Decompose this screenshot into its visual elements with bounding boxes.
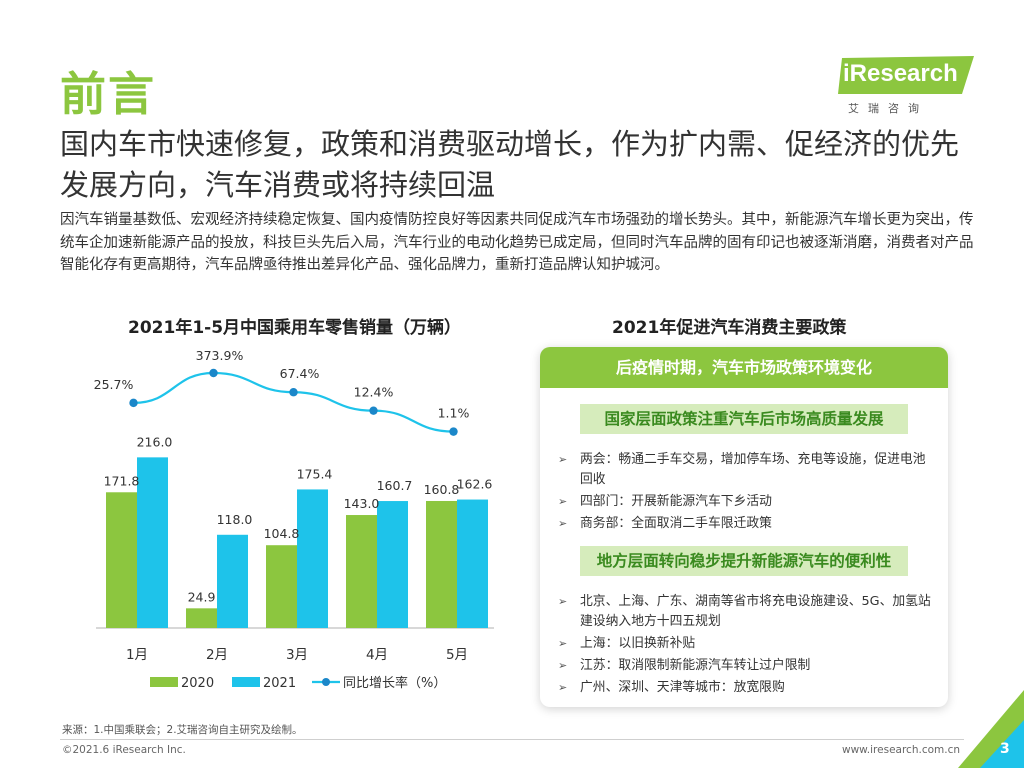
arrow-bullet-icon: ➢ (558, 681, 568, 694)
legend-swatch-2020 (150, 677, 178, 687)
bar-label-2020: 104.8 (264, 526, 300, 541)
national-policy-item-text: 四部门：开展新能源汽车下乡活动 (580, 494, 772, 509)
x-tick-label: 3月 (286, 647, 308, 663)
legend-label-2020: 2020 (181, 676, 214, 691)
bar-label-2021: 162.6 (457, 477, 493, 492)
logo-text: iResearch (843, 60, 958, 87)
legend-swatch-2021 (232, 677, 260, 687)
bar-label-2020: 143.0 (344, 496, 380, 511)
arrow-bullet-icon: ➢ (558, 517, 568, 530)
bar-label-2021: 175.4 (297, 466, 333, 481)
arrow-bullet-icon: ➢ (558, 659, 568, 672)
bar-2021 (377, 501, 408, 628)
bar-2020 (346, 515, 377, 628)
headline: 国内车市快速修复，政策和消费驱动增长，作为扩内需、促经济的优先发展方向，汽车消费… (60, 127, 960, 202)
bar-label-2021: 118.0 (217, 512, 253, 527)
local-policy-title: 地方层面转向稳步提升新能源汽车的便利性 (580, 546, 908, 576)
local-policy-item: ➢ 广州、深圳、天津等城市：放宽限购 (558, 678, 938, 698)
growth-line (133, 371, 454, 433)
corner-decoration (958, 690, 1024, 768)
bar-2021 (297, 489, 328, 628)
bar-label-2020: 24.9 (188, 589, 216, 604)
legend-label-growth: 同比增长率（%） (343, 675, 446, 691)
growth-point (449, 427, 458, 436)
growth-label: 67.4% (280, 366, 320, 381)
bar-2020 (106, 492, 137, 628)
policy-header: 后疫情时期，汽车市场政策环境变化 (540, 347, 948, 388)
local-policy-item: ➢ 江苏：取消限制新能源汽车转让过户限制 (558, 656, 938, 676)
source-note: 来源：1.中国乘联会；2.艾瑞咨询自主研究及绘制。 (62, 724, 303, 736)
arrow-bullet-icon: ➢ (558, 637, 568, 650)
footer-divider (60, 739, 964, 740)
legend-marker-growth (322, 678, 330, 686)
local-policy-item-text: 北京、上海、广东、湖南等省市将充电设施建设、5G、加氢站建设纳入地方十四五规划 (580, 594, 931, 629)
national-policy-item: ➢ 商务部：全面取消二手车限迁政策 (558, 514, 938, 534)
national-policy-title: 国家层面政策注重汽车后市场高质量发展 (580, 404, 908, 434)
bar-2021 (457, 499, 488, 628)
policy-card: 后疫情时期，汽车市场政策环境变化 国家层面政策注重汽车后市场高质量发展 ➢ 两会：… (540, 347, 948, 707)
x-tick-label: 1月 (126, 647, 148, 663)
website: www.iresearch.com.cn (842, 744, 961, 756)
growth-label: 25.7% (94, 377, 134, 392)
x-tick-label: 2月 (206, 647, 228, 663)
arrow-bullet-icon: ➢ (558, 453, 568, 466)
local-policy-item: ➢ 上海：以旧换新补贴 (558, 634, 938, 654)
bar-2021 (137, 457, 168, 628)
growth-point (369, 406, 378, 415)
bar-2020 (186, 608, 217, 628)
national-policy-item-text: 商务部：全面取消二手车限迁政策 (580, 516, 772, 531)
national-policy-item-text: 两会：畅通二手车交易，增加停车场、充电等设施，促进电池回收 (580, 452, 926, 487)
local-policy-item: ➢ 北京、上海、广东、湖南等省市将充电设施建设、5G、加氢站建设纳入地方十四五规划 (558, 592, 938, 632)
local-policy-item-text: 上海：以旧换新补贴 (580, 636, 696, 651)
national-policy-item: ➢ 两会：畅通二手车交易，增加停车场、充电等设施，促进电池回收 (558, 450, 938, 490)
legend-label-2021: 2021 (263, 676, 296, 691)
intro-paragraph: 因汽车销量基数低、宏观经济持续稳定恢复、国内疫情防控良好等因素共同促成汽车市场强… (60, 212, 974, 273)
local-policy-item-text: 广州、深圳、天津等城市：放宽限购 (580, 680, 785, 695)
arrow-bullet-icon: ➢ (558, 595, 568, 608)
bar-label-2020: 171.8 (104, 473, 140, 488)
iresearch-logo (838, 56, 974, 94)
policy-title: 2021年促进汽车消费主要政策 (612, 318, 847, 338)
bar-label-2021: 216.0 (137, 434, 173, 449)
growth-point (129, 398, 138, 408)
chart-title: 2021年1-5月中国乘用车零售销量（万辆） (128, 318, 462, 338)
logo-subtitle: 艾瑞咨询 (848, 102, 928, 115)
page-title: 前言 (60, 67, 156, 121)
page-number: 3 (1000, 741, 1010, 757)
x-tick-label: 5月 (446, 647, 468, 663)
copyright: ©2021.6 iResearch Inc. (62, 744, 186, 756)
local-policy-item-text: 江苏：取消限制新能源汽车转让过户限制 (580, 658, 811, 673)
x-tick-label: 4月 (366, 647, 388, 663)
growth-point (289, 388, 298, 397)
national-policy-item: ➢ 四部门：开展新能源汽车下乡活动 (558, 492, 938, 512)
growth-label: 12.4% (354, 385, 394, 400)
bar-2020 (426, 500, 457, 628)
bar-2021 (217, 534, 248, 628)
bar-2020 (266, 545, 297, 628)
bar-label-2020: 160.8 (424, 482, 460, 497)
growth-label: 373.9% (196, 348, 244, 363)
bar-label-2021: 160.7 (377, 478, 413, 493)
growth-label: 1.1% (438, 406, 470, 421)
sales-chart: 171.8 216.0 1月 24.9 118.0 2月 104.8 175.4 3月 143.0… (94, 348, 494, 691)
arrow-bullet-icon: ➢ (558, 495, 568, 508)
growth-point (209, 368, 218, 378)
